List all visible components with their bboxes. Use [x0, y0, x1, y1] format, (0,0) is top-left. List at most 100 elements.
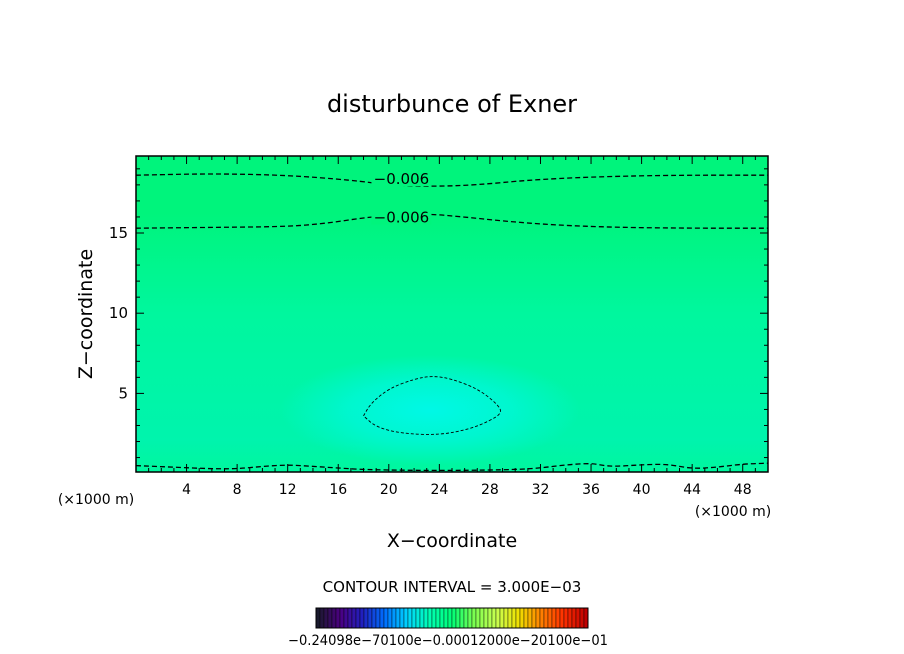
contour-label-bg-1 — [371, 208, 432, 225]
colorbar-cell-13 — [367, 607, 373, 629]
contour-label-0: −0.006 — [374, 170, 430, 188]
colorbar-cell-27 — [423, 607, 429, 629]
colorbar-cell-17 — [383, 607, 389, 629]
y-tick-label-10: 10 — [109, 304, 128, 322]
colorbar-cell-63 — [567, 607, 573, 629]
colorbar-cell-47 — [503, 607, 509, 629]
colorbar-cell-56 — [539, 607, 545, 629]
colorbar-cell-10 — [355, 607, 361, 629]
x-tick-label-48: 48 — [734, 482, 752, 498]
colorbar-cell-59 — [551, 607, 557, 629]
colorbar-cell-54 — [531, 607, 537, 629]
colorbar-cell-42 — [483, 607, 489, 629]
colorbar-cell-20 — [395, 607, 401, 629]
colorbar-cell-32 — [443, 607, 449, 629]
contour-label-bg-0 — [371, 170, 432, 187]
colorbar-cell-34 — [451, 607, 457, 629]
colorbar-cell-14 — [371, 607, 377, 629]
colorbar-cell-65 — [575, 607, 581, 629]
axis-ticks — [136, 156, 768, 472]
colorbar-cell-33 — [447, 607, 453, 629]
colorbar-cell-5 — [335, 607, 341, 629]
x-tick-label-32: 32 — [532, 482, 550, 498]
x-tick-label-4: 4 — [182, 482, 191, 498]
colorbar-cell-12 — [363, 607, 369, 629]
colorbar-cell-46 — [499, 607, 505, 629]
contour-interval-text: CONTOUR INTERVAL = 3.000E−03 — [323, 578, 582, 596]
colorbar-cell-19 — [391, 607, 397, 629]
colorbar-cell-58 — [547, 607, 553, 629]
colorbar-cell-23 — [407, 607, 413, 629]
x-tick-label-8: 8 — [233, 482, 242, 498]
x-tick-label-36: 36 — [582, 482, 600, 498]
colorbar-frame — [315, 607, 589, 629]
colorbar-cell-8 — [347, 607, 353, 629]
colorbar-cell-30 — [435, 607, 441, 629]
contour-label-1: −0.006 — [374, 209, 430, 227]
x-tick-label-16: 16 — [329, 482, 347, 498]
colorbar-cell-26 — [419, 607, 425, 629]
colorbar-cell-55 — [535, 607, 541, 629]
colorbar-cell-18 — [387, 607, 393, 629]
colorbar-cell-45 — [495, 607, 501, 629]
colorbar-cells — [315, 607, 589, 629]
colorbar-cell-49 — [511, 607, 517, 629]
x-unit-label-right: (×1000 m) — [695, 504, 771, 520]
x-tick-label-20: 20 — [380, 482, 398, 498]
colorbar-cell-6 — [339, 607, 345, 629]
colorbar-cell-0 — [315, 607, 321, 629]
colorbar-cell-50 — [515, 607, 521, 629]
colorbar-cell-21 — [399, 607, 405, 629]
colorbar-cell-44 — [491, 607, 497, 629]
colorbar-cell-62 — [563, 607, 569, 629]
chart-title: disturbunce of Exner — [327, 90, 577, 118]
colorbar-cell-25 — [415, 607, 421, 629]
x-tick-label-24: 24 — [430, 482, 448, 498]
contour-line-2 — [362, 376, 501, 435]
colorbar-cell-36 — [459, 607, 465, 629]
colorbar-cell-48 — [507, 607, 513, 629]
colorbar-cell-61 — [559, 607, 565, 629]
colorbar-cell-35 — [455, 607, 461, 629]
x-tick-label-12: 12 — [279, 482, 297, 498]
colorbar-cell-52 — [523, 607, 529, 629]
x-tick-labels: 4 8 12 16 20 24 28 32 36 40 44 48 — [182, 482, 752, 498]
colorbar-cell-38 — [467, 607, 473, 629]
colorbar-cell-39 — [471, 607, 477, 629]
colorbar-cell-2 — [323, 607, 329, 629]
colorbar-cell-24 — [411, 607, 417, 629]
x-tick-label-28: 28 — [481, 482, 499, 498]
colorbar-cell-16 — [379, 607, 385, 629]
y-tick-label-15: 15 — [109, 224, 128, 242]
colorbar-cell-51 — [519, 607, 525, 629]
colorbar-cell-28 — [427, 607, 433, 629]
colorbar-tick-labels: −0.24098e−70100e−0.00012000e−20100e−01 — [288, 633, 608, 649]
colorbar-cell-3 — [327, 607, 333, 629]
colorbar-cell-11 — [359, 607, 365, 629]
x-axis-label: X−coordinate — [387, 530, 517, 552]
colorbar-cell-9 — [351, 607, 357, 629]
colorbar-cell-43 — [487, 607, 493, 629]
colorbar-cell-67 — [583, 607, 589, 629]
colorbar-cell-7 — [343, 607, 349, 629]
field-core — [280, 355, 580, 465]
colorbar-cell-22 — [403, 607, 409, 629]
colorbar-cell-1 — [319, 607, 325, 629]
colorbar-cell-4 — [331, 607, 337, 629]
y-axis-label: Z−coordinate — [75, 249, 97, 379]
colorbar: −0.24098e−70100e−0.00012000e−20100e−01 — [288, 607, 608, 649]
colorbar-cell-40 — [475, 607, 481, 629]
x-tick-label-44: 44 — [683, 482, 701, 498]
contour-labels: −0.006 −0.006 — [371, 170, 432, 227]
x-unit-label-left: (×1000 m) — [58, 492, 134, 508]
plot-area — [136, 156, 768, 472]
colorbar-cell-15 — [375, 607, 381, 629]
y-tick-label-5: 5 — [118, 384, 128, 402]
colorbar-cell-53 — [527, 607, 533, 629]
x-tick-label-40: 40 — [633, 482, 651, 498]
colorbar-cell-29 — [431, 607, 437, 629]
y-tick-labels: 5 10 15 — [109, 224, 128, 402]
colorbar-cell-41 — [479, 607, 485, 629]
colorbar-cell-37 — [463, 607, 469, 629]
